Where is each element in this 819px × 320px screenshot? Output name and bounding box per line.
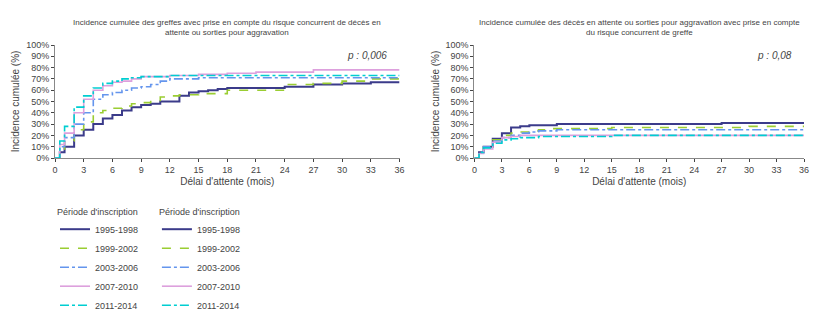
svg-text:70%: 70% — [451, 74, 469, 84]
svg-text:100%: 100% — [446, 40, 469, 50]
svg-text:18: 18 — [634, 165, 644, 175]
svg-text:50%: 50% — [451, 97, 469, 107]
svg-text:Incidence cumulée (%): Incidence cumulée (%) — [430, 51, 441, 153]
svg-text:100%: 100% — [26, 40, 49, 50]
svg-text:Incidence cumulée des décès en: Incidence cumulée des décès en attente o… — [479, 18, 800, 37]
svg-text:Période d'inscription: Période d'inscription — [57, 207, 138, 217]
svg-text:90%: 90% — [31, 51, 49, 61]
svg-text:2003-2006: 2003-2006 — [95, 263, 138, 273]
svg-text:Délai d'attente (mois): Délai d'attente (mois) — [592, 176, 686, 187]
svg-text:21: 21 — [251, 165, 261, 175]
svg-text:0%: 0% — [36, 153, 49, 163]
svg-text:36: 36 — [799, 165, 809, 175]
svg-text:60%: 60% — [31, 85, 49, 95]
svg-text:27: 27 — [308, 165, 318, 175]
svg-text:24: 24 — [280, 165, 290, 175]
svg-text:2007-2010: 2007-2010 — [95, 282, 138, 292]
svg-text:0: 0 — [52, 165, 57, 175]
svg-text:Incidence cumulée (%): Incidence cumulée (%) — [10, 51, 21, 153]
svg-text:2007-2010: 2007-2010 — [197, 282, 240, 292]
svg-text:90%: 90% — [451, 51, 469, 61]
svg-text:27: 27 — [717, 165, 727, 175]
svg-text:70%: 70% — [31, 74, 49, 84]
svg-text:40%: 40% — [451, 108, 469, 118]
svg-text:10%: 10% — [451, 142, 469, 152]
svg-text:1999-2002: 1999-2002 — [95, 244, 138, 254]
svg-text:p : 0,08: p : 0,08 — [757, 50, 792, 61]
svg-text:80%: 80% — [31, 63, 49, 73]
svg-text:30: 30 — [744, 165, 754, 175]
svg-text:12: 12 — [165, 165, 175, 175]
svg-text:p : 0,006: p : 0,006 — [347, 50, 387, 61]
svg-text:60%: 60% — [451, 85, 469, 95]
svg-text:6: 6 — [110, 165, 115, 175]
svg-text:15: 15 — [194, 165, 204, 175]
svg-text:2003-2006: 2003-2006 — [197, 263, 240, 273]
svg-text:30%: 30% — [451, 119, 469, 129]
svg-text:21: 21 — [662, 165, 672, 175]
svg-text:15: 15 — [607, 165, 617, 175]
svg-text:1999-2002: 1999-2002 — [197, 244, 240, 254]
svg-text:80%: 80% — [451, 63, 469, 73]
svg-text:12: 12 — [579, 165, 589, 175]
svg-text:Période d'inscription: Période d'inscription — [159, 207, 240, 217]
svg-text:0: 0 — [472, 165, 477, 175]
svg-text:50%: 50% — [31, 97, 49, 107]
svg-text:9: 9 — [554, 165, 559, 175]
svg-text:30%: 30% — [31, 119, 49, 129]
svg-text:24: 24 — [689, 165, 699, 175]
svg-text:18: 18 — [222, 165, 232, 175]
svg-text:30: 30 — [337, 165, 347, 175]
svg-text:20%: 20% — [31, 131, 49, 141]
svg-text:33: 33 — [772, 165, 782, 175]
svg-text:Délai d'attente (mois): Délai d'attente (mois) — [180, 176, 274, 187]
svg-text:20%: 20% — [451, 131, 469, 141]
svg-text:0%: 0% — [456, 153, 469, 163]
svg-text:3: 3 — [81, 165, 86, 175]
svg-text:40%: 40% — [31, 108, 49, 118]
svg-text:6: 6 — [527, 165, 532, 175]
svg-text:10%: 10% — [31, 142, 49, 152]
svg-text:2011-2014: 2011-2014 — [95, 301, 137, 311]
svg-text:1995-1998: 1995-1998 — [197, 225, 240, 235]
svg-text:9: 9 — [139, 165, 144, 175]
svg-text:1995-1998: 1995-1998 — [95, 225, 138, 235]
svg-text:3: 3 — [499, 165, 504, 175]
svg-text:Incidence cumulée des greffes: Incidence cumulée des greffes avec prise… — [73, 18, 381, 37]
svg-text:33: 33 — [366, 165, 376, 175]
svg-text:2011-2014: 2011-2014 — [197, 301, 239, 311]
svg-text:36: 36 — [395, 165, 405, 175]
